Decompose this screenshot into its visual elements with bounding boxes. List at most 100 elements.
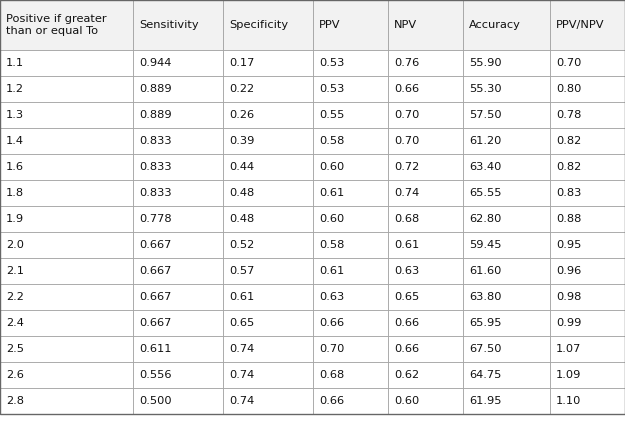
Bar — [550, 0, 625, 50]
Bar — [550, 180, 625, 206]
Bar — [550, 154, 625, 180]
Text: 0.60: 0.60 — [394, 396, 419, 406]
Text: 0.55: 0.55 — [319, 110, 344, 120]
Bar — [313, 336, 388, 362]
Bar — [388, 206, 463, 232]
Text: 0.63: 0.63 — [319, 292, 344, 302]
Bar — [223, 232, 313, 258]
Text: 64.75: 64.75 — [469, 370, 501, 380]
Bar — [313, 76, 388, 102]
Text: 0.500: 0.500 — [139, 396, 172, 406]
Text: 0.778: 0.778 — [139, 214, 172, 224]
Text: 0.74: 0.74 — [229, 370, 254, 380]
Bar — [223, 336, 313, 362]
Text: 65.95: 65.95 — [469, 318, 501, 328]
Bar — [313, 388, 388, 414]
Text: 1.4: 1.4 — [6, 136, 24, 146]
Text: 0.70: 0.70 — [319, 344, 344, 354]
Text: 0.61: 0.61 — [319, 188, 344, 198]
Bar — [463, 310, 550, 336]
Bar — [550, 336, 625, 362]
Text: 1.3: 1.3 — [6, 110, 24, 120]
Text: 0.82: 0.82 — [556, 162, 581, 172]
Text: 63.80: 63.80 — [469, 292, 501, 302]
Bar — [223, 388, 313, 414]
Text: 0.53: 0.53 — [319, 84, 344, 94]
Bar — [0, 50, 133, 76]
Bar — [0, 284, 133, 310]
Bar — [133, 284, 223, 310]
Text: 1.2: 1.2 — [6, 84, 24, 94]
Text: 0.833: 0.833 — [139, 188, 172, 198]
Text: 0.65: 0.65 — [229, 318, 254, 328]
Text: 0.22: 0.22 — [229, 84, 254, 94]
Text: 0.833: 0.833 — [139, 162, 172, 172]
Bar — [313, 258, 388, 284]
Bar — [223, 180, 313, 206]
Text: Accuracy: Accuracy — [469, 20, 521, 30]
Text: 61.20: 61.20 — [469, 136, 501, 146]
Bar — [223, 206, 313, 232]
Bar — [0, 232, 133, 258]
Bar — [0, 388, 133, 414]
Bar — [0, 102, 133, 128]
Bar — [133, 128, 223, 154]
Bar — [463, 336, 550, 362]
Bar — [388, 388, 463, 414]
Bar — [463, 258, 550, 284]
Bar — [388, 50, 463, 76]
Text: 0.70: 0.70 — [394, 136, 419, 146]
Bar — [133, 258, 223, 284]
Bar — [463, 180, 550, 206]
Text: 0.61: 0.61 — [319, 266, 344, 276]
Text: Sensitivity: Sensitivity — [139, 20, 199, 30]
Text: 2.0: 2.0 — [6, 240, 24, 250]
Text: 0.39: 0.39 — [229, 136, 254, 146]
Text: 0.98: 0.98 — [556, 292, 581, 302]
Text: 0.611: 0.611 — [139, 344, 171, 354]
Bar — [313, 102, 388, 128]
Bar — [550, 258, 625, 284]
Bar — [550, 50, 625, 76]
Text: 1.1: 1.1 — [6, 58, 24, 68]
Text: 0.96: 0.96 — [556, 266, 581, 276]
Text: 0.99: 0.99 — [556, 318, 581, 328]
Bar — [0, 206, 133, 232]
Bar — [388, 76, 463, 102]
Bar — [0, 154, 133, 180]
Text: 0.48: 0.48 — [229, 214, 254, 224]
Text: 0.66: 0.66 — [394, 344, 419, 354]
Bar — [313, 310, 388, 336]
Text: 0.82: 0.82 — [556, 136, 581, 146]
Text: 0.53: 0.53 — [319, 58, 344, 68]
Bar — [550, 284, 625, 310]
Text: 62.80: 62.80 — [469, 214, 501, 224]
Bar — [133, 76, 223, 102]
Text: 0.667: 0.667 — [139, 266, 171, 276]
Bar — [0, 180, 133, 206]
Text: 0.80: 0.80 — [556, 84, 581, 94]
Text: 2.1: 2.1 — [6, 266, 24, 276]
Bar — [550, 362, 625, 388]
Text: 0.889: 0.889 — [139, 110, 172, 120]
Bar — [463, 50, 550, 76]
Bar — [463, 102, 550, 128]
Bar — [133, 232, 223, 258]
Text: 0.667: 0.667 — [139, 318, 171, 328]
Text: 2.4: 2.4 — [6, 318, 24, 328]
Text: 57.50: 57.50 — [469, 110, 502, 120]
Bar — [133, 336, 223, 362]
Text: 2.2: 2.2 — [6, 292, 24, 302]
Bar — [388, 336, 463, 362]
Bar — [463, 388, 550, 414]
Text: 61.95: 61.95 — [469, 396, 501, 406]
Bar — [223, 76, 313, 102]
Text: 0.66: 0.66 — [394, 84, 419, 94]
Bar — [550, 310, 625, 336]
Text: Positive if greater
than or equal To: Positive if greater than or equal To — [6, 14, 107, 36]
Text: 1.09: 1.09 — [556, 370, 581, 380]
Bar — [133, 0, 223, 50]
Bar — [463, 128, 550, 154]
Text: 0.95: 0.95 — [556, 240, 581, 250]
Text: 2.5: 2.5 — [6, 344, 24, 354]
